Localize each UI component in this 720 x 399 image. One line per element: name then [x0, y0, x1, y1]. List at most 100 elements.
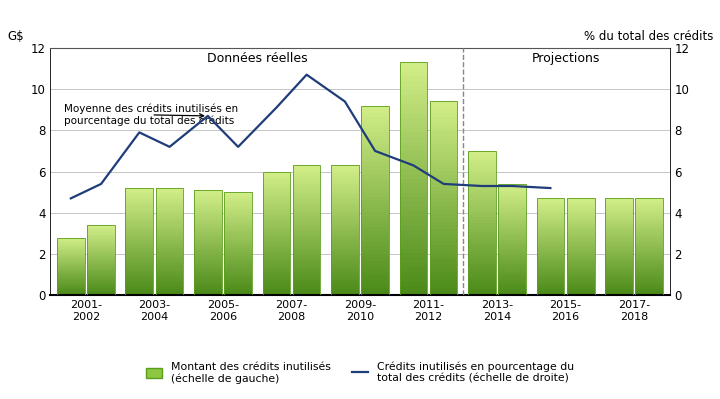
Bar: [635, 288, 663, 289]
Bar: [125, 192, 153, 194]
Bar: [225, 291, 252, 293]
Bar: [125, 209, 153, 211]
Bar: [87, 238, 115, 239]
Bar: [400, 160, 427, 165]
Bar: [194, 264, 222, 266]
Bar: [498, 184, 526, 295]
Bar: [361, 257, 389, 261]
Bar: [156, 259, 184, 261]
Bar: [87, 294, 115, 295]
Bar: [156, 229, 184, 231]
Bar: [194, 268, 222, 270]
Bar: [498, 253, 526, 255]
Bar: [567, 218, 595, 220]
Bar: [225, 258, 252, 260]
Bar: [567, 251, 595, 253]
Bar: [468, 186, 495, 188]
Bar: [194, 262, 222, 264]
Bar: [87, 274, 115, 276]
Bar: [225, 275, 252, 277]
Bar: [468, 157, 495, 160]
Bar: [194, 224, 222, 226]
Bar: [400, 188, 427, 193]
Bar: [400, 225, 427, 230]
Bar: [125, 199, 153, 201]
Bar: [361, 182, 389, 185]
Bar: [430, 109, 457, 113]
Bar: [430, 198, 457, 202]
Bar: [225, 252, 252, 254]
Bar: [468, 174, 495, 177]
Bar: [293, 168, 320, 171]
Bar: [125, 227, 153, 229]
Bar: [361, 284, 389, 288]
Bar: [567, 220, 595, 221]
Bar: [498, 215, 526, 217]
Bar: [361, 219, 389, 223]
Bar: [293, 207, 320, 209]
Text: Données réelles: Données réelles: [207, 52, 307, 65]
Bar: [225, 277, 252, 279]
Bar: [331, 168, 359, 171]
Bar: [57, 247, 85, 248]
Bar: [635, 218, 663, 220]
Bar: [156, 222, 184, 225]
Bar: [498, 239, 526, 242]
Bar: [125, 267, 153, 270]
Bar: [567, 286, 595, 288]
Bar: [635, 206, 663, 208]
Bar: [263, 271, 290, 273]
Bar: [498, 275, 526, 277]
Bar: [156, 244, 184, 246]
Bar: [331, 261, 359, 264]
Bar: [57, 293, 85, 294]
Bar: [635, 270, 663, 272]
Bar: [156, 263, 184, 265]
Bar: [293, 264, 320, 267]
Bar: [498, 293, 526, 295]
Bar: [156, 237, 184, 239]
Bar: [293, 259, 320, 261]
Bar: [125, 218, 153, 220]
Bar: [567, 204, 595, 206]
Bar: [468, 220, 495, 223]
Bar: [498, 242, 526, 244]
Bar: [498, 204, 526, 206]
Bar: [605, 210, 633, 212]
Bar: [567, 208, 595, 210]
Bar: [536, 221, 564, 223]
Bar: [468, 177, 495, 180]
Bar: [567, 274, 595, 276]
Bar: [225, 194, 252, 196]
Bar: [635, 225, 663, 227]
Bar: [156, 248, 184, 250]
Bar: [263, 273, 290, 275]
Bar: [605, 289, 633, 291]
Bar: [400, 230, 427, 235]
Bar: [156, 231, 184, 233]
Bar: [194, 211, 222, 213]
Bar: [635, 223, 663, 225]
Bar: [536, 237, 564, 239]
Bar: [567, 276, 595, 278]
Bar: [263, 293, 290, 295]
Bar: [635, 251, 663, 253]
Bar: [263, 192, 290, 194]
Bar: [635, 264, 663, 266]
Bar: [400, 221, 427, 225]
Bar: [400, 207, 427, 211]
Bar: [361, 174, 389, 178]
Bar: [498, 184, 526, 186]
Bar: [263, 268, 290, 271]
Bar: [605, 221, 633, 223]
Bar: [430, 210, 457, 214]
Bar: [156, 233, 184, 235]
Bar: [635, 221, 663, 223]
Bar: [468, 151, 495, 295]
Bar: [125, 225, 153, 227]
Bar: [567, 221, 595, 223]
Bar: [468, 214, 495, 217]
Bar: [361, 235, 389, 238]
Bar: [331, 215, 359, 217]
Bar: [400, 290, 427, 295]
